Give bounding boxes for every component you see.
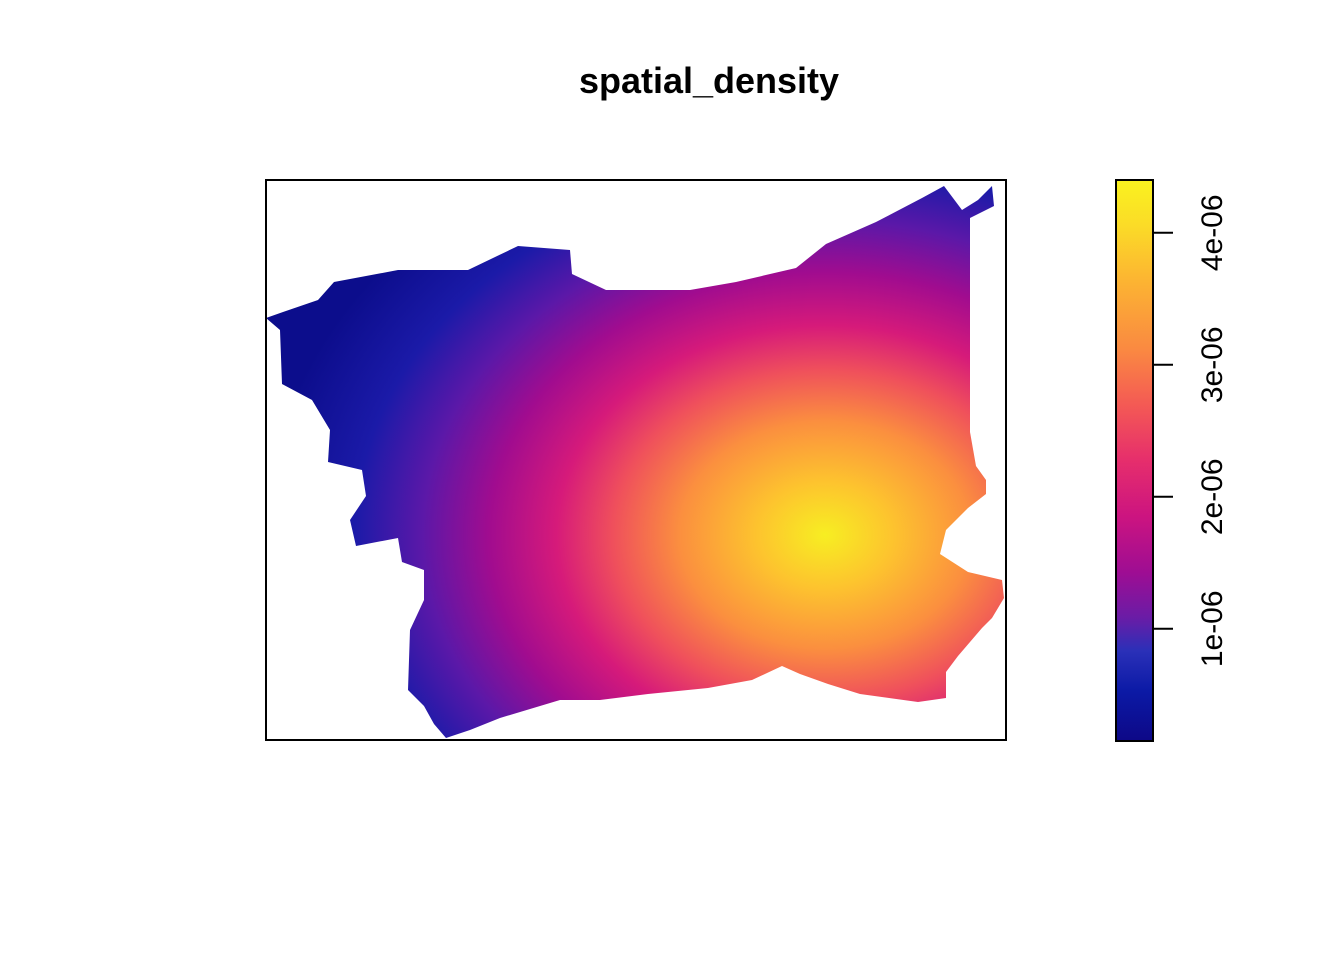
chart-title: spatial_density [579,60,839,101]
colorbar-tick-label: 4e-06 [1196,194,1229,271]
colorbar: 1e-06 2e-06 3e-06 4e-06 [1115,179,1229,742]
plot-frame [265,179,1007,741]
colorbar-ticks: 1e-06 2e-06 3e-06 4e-06 [1153,194,1229,667]
colorbar-tick-label: 2e-06 [1196,458,1229,535]
colorbar-frame [1115,179,1154,742]
colorbar-tick-label: 3e-06 [1196,326,1229,403]
colorbar-tick-label: 1e-06 [1196,590,1229,667]
density-raster [266,186,1004,738]
density-field [266,186,1004,738]
colorbar-gradient [1116,180,1153,741]
